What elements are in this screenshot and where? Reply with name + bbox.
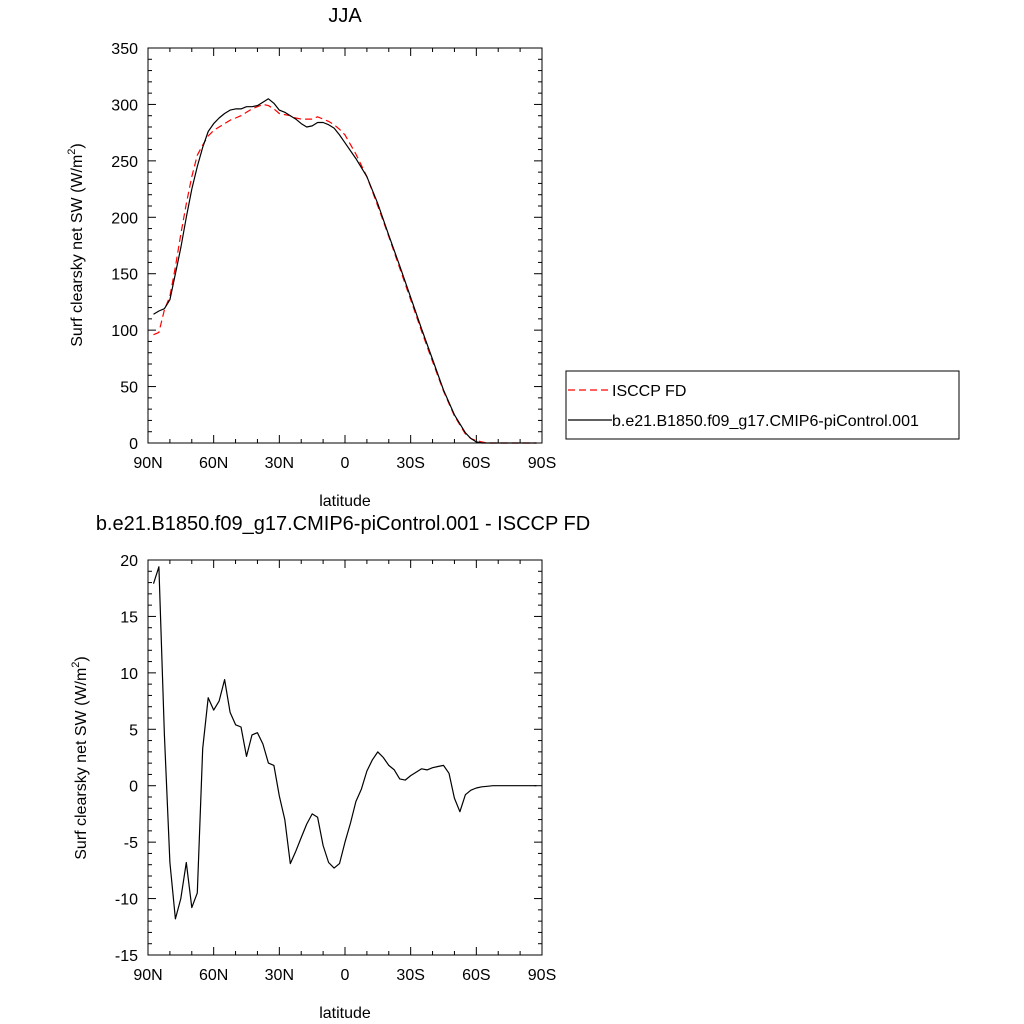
y-tick-label: 250: [111, 154, 138, 171]
x-tick-label: 90S: [528, 967, 556, 984]
x-tick-label: 0: [341, 455, 350, 472]
y-tick-label: 50: [120, 380, 138, 397]
x-tick-label: 90N: [133, 967, 162, 984]
y-tick-label: -15: [115, 948, 138, 965]
y-tick-label: 200: [111, 210, 138, 227]
top-x-axis-label: latitude: [319, 493, 371, 510]
legend-box: [565, 370, 960, 440]
y-tick-label: 0: [129, 436, 138, 453]
x-tick-label: 30S: [396, 455, 424, 472]
legend-label-isccp: ISCCP FD: [612, 383, 686, 400]
top-plot-area: 90N 60N 30N 0 30S 60S 90S 0 50 100 150 200 250 300 350: [111, 41, 556, 472]
x-tick-label: 60N: [199, 455, 228, 472]
top-panel: JJA 90N 60N 30N 0 30S 60S 90S 0 50 100 150 200 250 30…: [66, 5, 556, 510]
top-chart-title: JJA: [328, 5, 362, 27]
bottom-chart-title: b.e21.B1850.f09_g17.CMIP6-piControl.001 …: [96, 513, 590, 535]
x-tick-label: 60S: [462, 455, 490, 472]
y-tick-label: 100: [111, 323, 138, 340]
plot-frame: [147, 47, 543, 444]
bottom-y-axis-label: Surf clearsky net SW (W/m2): [70, 656, 90, 859]
series-line-isccp: [153, 103, 537, 444]
x-tick-label: 90S: [528, 455, 556, 472]
y-tick-label: 5: [129, 722, 138, 739]
y-tick-label: 10: [120, 666, 138, 683]
legend-label-model: b.e21.B1850.f09_g17.CMIP6-piControl.001: [612, 413, 919, 430]
y-tick-label: -10: [115, 892, 138, 909]
y-tick-label: 15: [120, 609, 138, 626]
bottom-panel: b.e21.B1850.f09_g17.CMIP6-piControl.001 …: [70, 513, 590, 1022]
y-tick-label: 150: [111, 267, 138, 284]
bottom-x-axis-label: latitude: [319, 1005, 371, 1022]
plot-frame: [147, 559, 543, 956]
y-tick-label: 300: [111, 97, 138, 114]
x-tick-label: 60S: [462, 967, 490, 984]
x-tick-label: 0: [341, 967, 350, 984]
x-tick-label: 90N: [133, 455, 162, 472]
x-tick-label: 30S: [396, 967, 424, 984]
x-tick-label: 60N: [199, 967, 228, 984]
top-y-axis-label: Surf clearsky net SW (W/m2): [66, 143, 86, 346]
x-tick-label: 30N: [265, 967, 294, 984]
x-tick-label: 30N: [265, 455, 294, 472]
y-tick-label: 0: [129, 779, 138, 796]
y-tick-label: -5: [124, 835, 138, 852]
bottom-plot-area: 90N 60N 30N 0 30S 60S 90S -15 -10 -5 0 5 10 15 20: [115, 553, 556, 984]
y-tick-label: 350: [111, 41, 138, 58]
legend: ISCCP FD b.e21.B1850.f09_g17.CMIP6-piCon…: [565, 370, 960, 440]
y-tick-label: 20: [120, 553, 138, 570]
series-line-be21b1850f09g17cmip6picontrol001: [153, 98, 537, 444]
series-line-difference: [152, 566, 537, 920]
